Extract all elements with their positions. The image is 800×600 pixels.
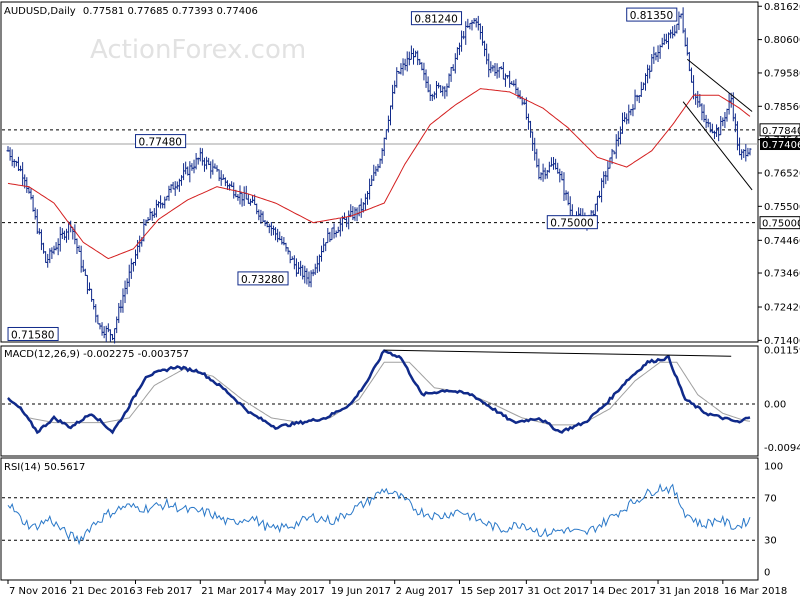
price-callout-box bbox=[410, 11, 463, 26]
level-price-box bbox=[759, 216, 800, 230]
ohlc-readout: 0.77581 0.77685 0.77393 0.77406 bbox=[83, 6, 258, 17]
ohlc-bar bbox=[748, 148, 752, 156]
price-callout-label: 0.81350 bbox=[630, 10, 673, 22]
x-tick-label: 21 Mar 2017 bbox=[201, 586, 264, 597]
symbol-label: AUDUSD,Daily bbox=[4, 6, 76, 17]
level-price-label: 0.75000 bbox=[762, 219, 800, 230]
panel-frame-price bbox=[0, 1, 759, 343]
rsi-y-tick-label: 70 bbox=[764, 493, 777, 504]
x-tick-label: 21 Dec 2016 bbox=[72, 586, 136, 597]
price-callout-box bbox=[135, 134, 187, 149]
moving-average-line bbox=[7, 88, 751, 260]
x-tick-label: 19 Jun 2017 bbox=[331, 586, 391, 597]
price-callout-label: 0.71580 bbox=[11, 329, 54, 341]
ohlc-bars bbox=[6, 7, 752, 344]
level-price-box bbox=[759, 123, 800, 137]
price-callout-label: 0.81240 bbox=[414, 14, 457, 26]
macd-title: MACD(12,26,9) -0.002275 -0.003757 bbox=[4, 349, 189, 360]
x-tick-label: 2 Aug 2017 bbox=[396, 586, 454, 597]
panel-frame-macd bbox=[0, 345, 759, 457]
x-tick-label: 14 Dec 2017 bbox=[592, 586, 656, 597]
x-tick-label: 3 Feb 2017 bbox=[136, 586, 192, 597]
price-callout-box bbox=[546, 215, 598, 230]
price-callout-label: 0.77480 bbox=[139, 137, 182, 149]
x-tick-label: 31 Jan 2018 bbox=[659, 586, 719, 597]
price-callout-label: 0.75000 bbox=[550, 218, 593, 230]
x-tick-label: 31 Oct 2017 bbox=[527, 586, 589, 597]
current-price-box bbox=[760, 138, 800, 151]
macd-panel: MACD(12,26,9) -0.002275 -0.003757 bbox=[2, 349, 758, 435]
x-tick-label: 15 Sep 2017 bbox=[460, 586, 523, 597]
panel-frames bbox=[0, 1, 759, 581]
price-callout-box bbox=[237, 271, 289, 286]
level-price-label: 0.77840 bbox=[762, 126, 800, 137]
price-panel: 0.77480 0.71580 0.73280 0.81240 0.75000 0.813… bbox=[2, 7, 758, 344]
x-tick-label: 4 May 2017 bbox=[266, 586, 325, 597]
macd-line bbox=[7, 349, 751, 435]
x-tick-label: 7 Nov 2016 bbox=[9, 586, 67, 597]
x-tick-label: 16 Mar 2018 bbox=[724, 586, 787, 597]
rsi-y-tick-label: 30 bbox=[764, 536, 777, 547]
rsi-title: RSI(14) 50.5617 bbox=[4, 462, 85, 473]
macd-y-tick-label: 0.00 bbox=[764, 400, 786, 411]
price-callout-label: 0.73280 bbox=[241, 274, 284, 286]
price-callout-box bbox=[626, 7, 678, 22]
watermark: ActionForex.com bbox=[90, 35, 306, 65]
macd-y-tick-label: -0.009408 bbox=[764, 443, 800, 454]
rsi-y-tick-label: 100 bbox=[764, 462, 783, 473]
rsi-line bbox=[7, 483, 751, 546]
channel-upper-line bbox=[686, 58, 753, 112]
rsi-y-tick-label: 0 bbox=[764, 568, 770, 579]
macd-signal-line bbox=[7, 361, 751, 426]
axis-labels: 0.816200.806000.795800.785600.775400.765… bbox=[7, 2, 800, 597]
price-callout-box bbox=[7, 326, 59, 341]
chart-title: AUDUSD,Daily 0.77581 0.77685 0.77393 0.7… bbox=[4, 6, 258, 17]
rsi-panel: RSI(14) 50.5617 bbox=[2, 462, 758, 546]
macd-trend-line bbox=[384, 349, 732, 357]
panel-frame-rsi bbox=[0, 457, 759, 581]
current-price-label: 0.77406 bbox=[762, 140, 800, 151]
channel-lower-line bbox=[682, 101, 753, 191]
macd-y-tick-label: 0.01159 bbox=[764, 346, 800, 357]
